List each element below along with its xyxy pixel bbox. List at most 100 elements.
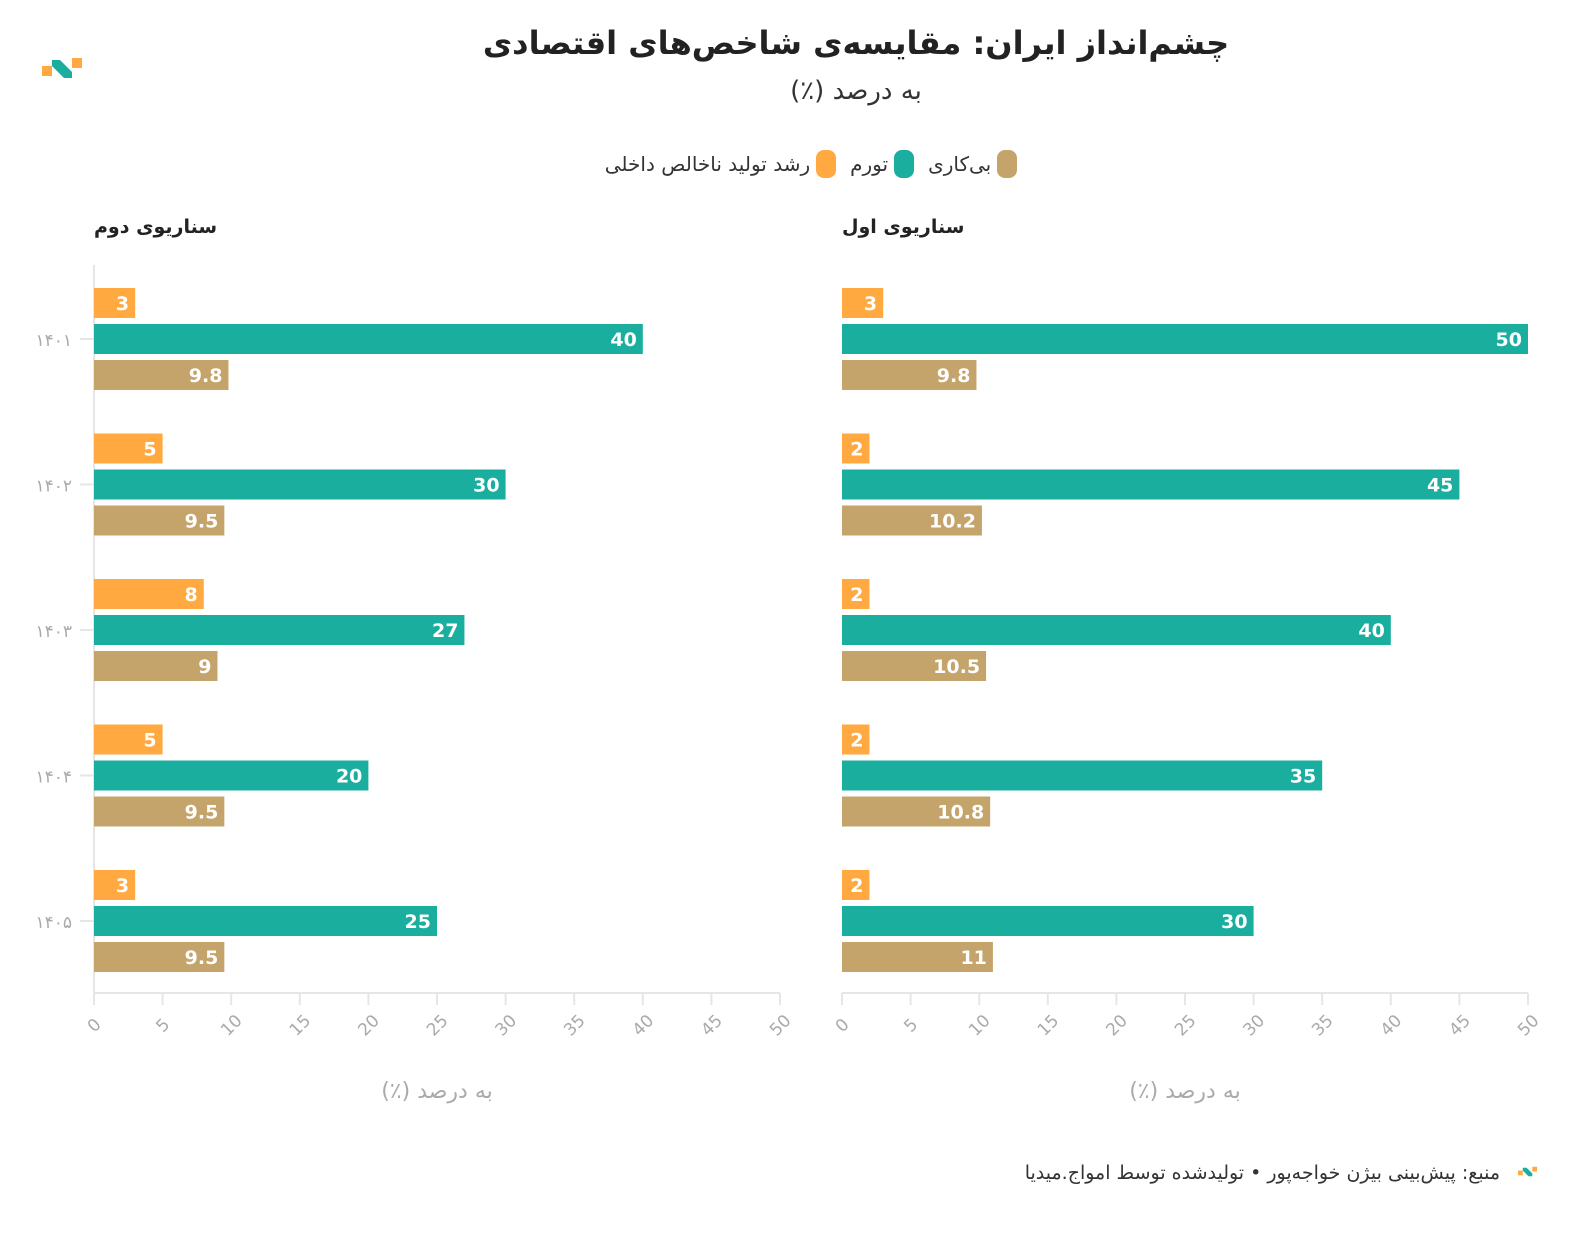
bar (842, 469, 1460, 500)
data-label: 25 (405, 911, 431, 933)
bar (94, 870, 136, 900)
data-label: 2 (850, 730, 863, 752)
bar (842, 724, 870, 755)
data-label: 9 (198, 656, 211, 678)
category-label: ۱۴۰۵ (35, 913, 72, 933)
legend-swatch-gdp-growth (816, 150, 837, 178)
bar (94, 360, 229, 390)
data-label: 11 (960, 947, 986, 969)
x-tick-label: 40 (1377, 1011, 1406, 1040)
brand-logo-icon (42, 58, 82, 78)
data-label: 10.5 (933, 656, 980, 678)
data-label: 9.5 (185, 947, 219, 969)
category-label: ۱۴۰۱ (35, 331, 72, 351)
bar (842, 288, 884, 318)
legend-label: تورم (850, 152, 889, 176)
x-tick-label: 50 (766, 1011, 795, 1040)
data-label: 27 (432, 620, 458, 642)
bar (94, 651, 218, 681)
panel-title-scenario-2: سناریوی دوم (94, 216, 218, 238)
x-tick-label: 15 (1034, 1011, 1063, 1040)
data-label: 9.5 (185, 511, 219, 533)
data-label: 35 (1290, 766, 1316, 788)
bar (94, 796, 225, 827)
legend-label: رشد تولید ناخالص داخلی (604, 152, 811, 176)
chart-subtitle: به درصد (٪) (790, 76, 922, 106)
data-label: 9.8 (937, 365, 971, 387)
data-label: 30 (473, 475, 499, 497)
bar (842, 651, 987, 681)
bar (94, 942, 225, 972)
x-axis-title: به درصد (٪) (381, 1079, 493, 1104)
legend-swatch-unemployment (997, 150, 1018, 178)
bar (842, 796, 991, 827)
legend: بی‌کاری تورم رشد تولید ناخالص داخلی (0, 150, 1592, 178)
x-tick-label: 0 (832, 1015, 854, 1037)
x-tick-label: 30 (1240, 1011, 1269, 1040)
bar (842, 324, 1528, 354)
x-tick-label: 25 (1171, 1011, 1200, 1040)
bar (842, 870, 870, 900)
bar (94, 288, 136, 318)
x-axis-title: به درصد (٪) (1129, 1079, 1241, 1104)
bar (842, 942, 993, 972)
bar (842, 360, 977, 390)
x-tick-label: 35 (1308, 1011, 1337, 1040)
x-tick-label: 10 (217, 1011, 246, 1040)
data-label: 40 (1358, 620, 1384, 642)
data-label: 3 (116, 875, 129, 897)
data-label: 3 (864, 293, 877, 315)
category-label: ۱۴۰۲ (35, 477, 72, 497)
data-label: 5 (143, 439, 156, 461)
x-tick-label: 40 (629, 1011, 658, 1040)
bar (842, 760, 1323, 791)
bar (94, 579, 204, 609)
panel-title-scenario-1: سناریوی اول (842, 216, 965, 238)
legend-item-unemployment[interactable]: بی‌کاری (928, 150, 1018, 178)
bar (94, 433, 163, 464)
legend-swatch-inflation (894, 150, 915, 178)
bar (94, 906, 437, 936)
bar (94, 469, 506, 500)
data-label: 10.8 (937, 802, 984, 824)
bar (94, 760, 369, 791)
data-label: 10.2 (929, 511, 976, 533)
data-label: 2 (850, 584, 863, 606)
x-tick-label: 5 (152, 1015, 174, 1037)
footer-logo-icon (1518, 1166, 1538, 1177)
data-label: 9.8 (189, 365, 223, 387)
bar (94, 724, 163, 755)
x-tick-label: 45 (697, 1011, 726, 1040)
legend-label: بی‌کاری (928, 152, 992, 176)
data-label: 9.5 (185, 802, 219, 824)
legend-item-inflation[interactable]: تورم (850, 150, 915, 178)
bar (842, 615, 1391, 645)
bar (842, 433, 870, 464)
x-tick-label: 15 (286, 1011, 315, 1040)
data-label: 2 (850, 875, 863, 897)
bar (842, 505, 982, 536)
x-tick-label: 50 (1514, 1011, 1543, 1040)
data-label: 30 (1221, 911, 1247, 933)
footer-source: منبع: پیش‌بینی بیژن خواجه‌پور • تولیدشده… (1024, 1162, 1500, 1184)
category-label: ۱۴۰۴ (35, 768, 72, 788)
data-label: 45 (1427, 475, 1453, 497)
x-tick-label: 10 (965, 1011, 994, 1040)
legend-item-gdp-growth[interactable]: رشد تولید ناخالص داخلی (604, 150, 837, 178)
data-label: 40 (610, 329, 636, 351)
bar (842, 579, 870, 609)
data-label: 8 (185, 584, 198, 606)
x-tick-label: 0 (84, 1015, 106, 1037)
bar (94, 505, 225, 536)
bar (94, 324, 643, 354)
data-label: 3 (116, 293, 129, 315)
category-label: ۱۴۰۳ (35, 622, 72, 642)
data-label: 5 (143, 730, 156, 752)
x-tick-label: 5 (900, 1015, 922, 1037)
chart-title: چشم‌انداز ایران: مقایسه‌ی شاخص‌های اقتصا… (482, 24, 1230, 62)
x-tick-label: 20 (1102, 1011, 1131, 1040)
x-tick-label: 45 (1445, 1011, 1474, 1040)
data-label: 50 (1496, 329, 1522, 351)
data-label: 20 (336, 766, 362, 788)
